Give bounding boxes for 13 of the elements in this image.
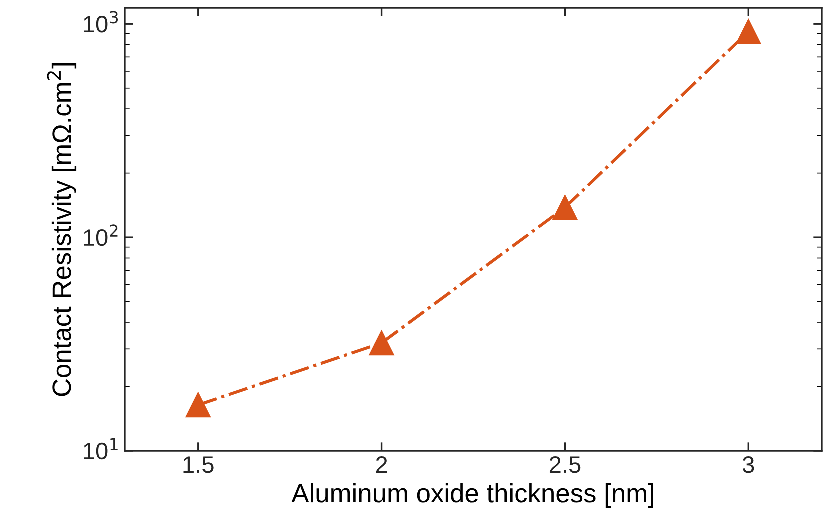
y-axis-title: Contact Resistivity [mΩ.cm$^{2}$]: [47, 64, 77, 396]
point: [369, 330, 394, 356]
point: [186, 392, 211, 418]
y-tick-label: 10$^{2}$: [84, 224, 118, 246]
x-tick-label: 3: [742, 456, 754, 474]
x-axis-title: Aluminum oxide thickness [nm]: [292, 483, 654, 508]
x-tick-label: 1.5: [184, 456, 214, 474]
point: [736, 19, 762, 44]
x-tick-label: 2.5: [550, 456, 581, 474]
x-tick-label: 2: [376, 456, 388, 473]
y-tick-label: 10$^{1}$: [84, 438, 118, 460]
point: [552, 195, 578, 220]
y-tick-label: 10$^{3}$: [84, 11, 118, 33]
